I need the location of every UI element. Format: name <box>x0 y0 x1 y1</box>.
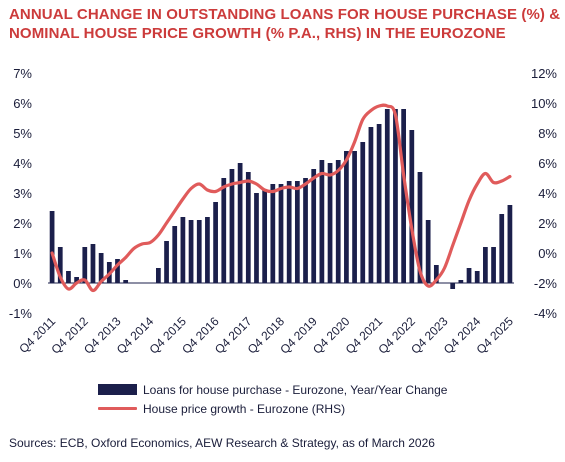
loan-growth-bar <box>433 265 439 283</box>
loan-growth-bar <box>474 271 480 283</box>
loan-growth-bar <box>205 217 210 283</box>
loan-growth-bar <box>57 247 63 283</box>
chart-title-line-2: NOMINAL HOUSE PRICE GROWTH (% P.A., RHS)… <box>9 25 506 42</box>
loan-growth-bar <box>360 142 366 283</box>
loan-growth-bar <box>507 205 513 283</box>
y-left-tick-label: 4% <box>13 156 32 171</box>
loan-growth-bar <box>466 268 472 283</box>
legend-item-bars: Loans for house purchase - Eurozone, Yea… <box>98 380 447 399</box>
loan-growth-bar <box>294 181 300 283</box>
y-left-tick-label: 2% <box>13 216 32 231</box>
loan-growth-bar <box>491 247 496 283</box>
source-note: Sources: ECB, Oxford Economics, AEW Rese… <box>9 436 435 450</box>
legend-line-label: House price growth - Eurozone (RHS) <box>143 401 346 416</box>
loan-growth-bar <box>483 247 488 283</box>
chart-title: ANNUAL CHANGE IN OUTSTANDING LOANS FOR H… <box>9 5 561 43</box>
loan-growth-bar <box>303 178 308 283</box>
chart-title-line-1: ANNUAL CHANGE IN OUTSTANDING LOANS FOR H… <box>9 6 561 23</box>
loan-growth-bar <box>409 130 415 283</box>
house-price-growth-line <box>50 103 512 293</box>
loan-growth-bar <box>319 160 325 283</box>
legend-item-line: House price growth - Eurozone (RHS) <box>98 399 447 418</box>
y-left-tick-label: -1% <box>9 306 33 321</box>
loan-growth-bar <box>450 283 456 289</box>
y-right-tick-label: 2% <box>538 216 557 231</box>
y-right-tick-label: 12% <box>531 66 557 81</box>
loan-growth-bar <box>229 169 235 283</box>
loan-growth-bar <box>368 127 374 283</box>
loan-growth-bar <box>237 163 243 283</box>
loan-growth-bar <box>262 190 268 283</box>
y-right-tick-label: -2% <box>534 276 558 291</box>
loan-growth-bar <box>115 259 120 283</box>
y-right-tick-label: 10% <box>531 96 557 111</box>
loan-growth-bar <box>425 220 431 283</box>
loan-growth-bar <box>393 109 398 283</box>
legend-bars-label: Loans for house purchase - Eurozone, Yea… <box>143 382 448 397</box>
y-left-tick-label: 3% <box>13 186 32 201</box>
loan-growth-bar <box>278 184 284 283</box>
y-right-tick-label: -4% <box>534 306 558 321</box>
legend-bar-swatch <box>98 384 137 395</box>
legend: Loans for house purchase - Eurozone, Yea… <box>98 380 447 418</box>
loan-growth-bar <box>74 277 79 283</box>
loan-growth-bar <box>213 202 218 283</box>
x-tick-label: Q4 2025 <box>474 314 517 357</box>
y-right-tick-label: 4% <box>538 186 557 201</box>
y-right-tick-label: 8% <box>538 126 557 141</box>
loan-growth-bar <box>82 247 88 283</box>
loan-growth-bar <box>188 220 194 283</box>
loan-growth-bar <box>270 184 276 283</box>
y-left-tick-label: 0% <box>13 276 32 291</box>
y-left-tick-label: 5% <box>13 126 32 141</box>
loan-growth-bar <box>344 151 349 283</box>
combo-chart: -1% 0% 1% 2% 3% 4% 5% 6% 7% -4% -2% 0% 2% 4% 6% 8% 10% 12… <box>9 66 558 357</box>
legend-line-swatch <box>98 407 137 410</box>
y-left-tick-label: 6% <box>13 96 32 111</box>
loan-growth-bar <box>352 151 357 283</box>
loan-growth-bar <box>384 109 390 283</box>
loan-growth-bar <box>376 124 382 283</box>
loan-growth-bar <box>90 244 96 283</box>
loan-growth-bar <box>499 214 505 283</box>
loan-growth-bar <box>401 109 407 283</box>
loan-growth-bar <box>311 169 317 283</box>
loan-growth-bar <box>123 280 129 283</box>
plot-area: -1% 0% 1% 2% 3% 4% 5% 6% 7% -4% -2% 0% 2% 4% 6% 8% 10% 12… <box>9 66 558 357</box>
loan-growth-bar <box>417 172 423 283</box>
loan-growth-bar <box>155 268 161 283</box>
loan-growth-bar <box>164 241 169 283</box>
loan-growth-bar <box>286 181 292 283</box>
loan-growth-bar <box>196 220 202 283</box>
loan-growth-bar <box>221 178 227 283</box>
y-right-tick-label: 6% <box>538 156 557 171</box>
loan-growth-bar <box>458 280 464 283</box>
y-right-tick-label: 0% <box>538 246 557 261</box>
loan-growth-bar <box>245 172 251 283</box>
loan-growth-bar <box>335 160 341 283</box>
loan-growth-bar <box>180 217 186 283</box>
loan-growth-bar <box>98 253 104 283</box>
loan-growth-bar <box>49 211 55 283</box>
y-left-tick-label: 1% <box>13 246 32 261</box>
y-left-tick-label: 7% <box>13 66 32 81</box>
loan-growth-bar <box>327 163 333 283</box>
loan-growth-bar <box>66 271 71 283</box>
loan-growth-bar <box>254 193 259 283</box>
loan-growth-bar <box>172 226 178 283</box>
